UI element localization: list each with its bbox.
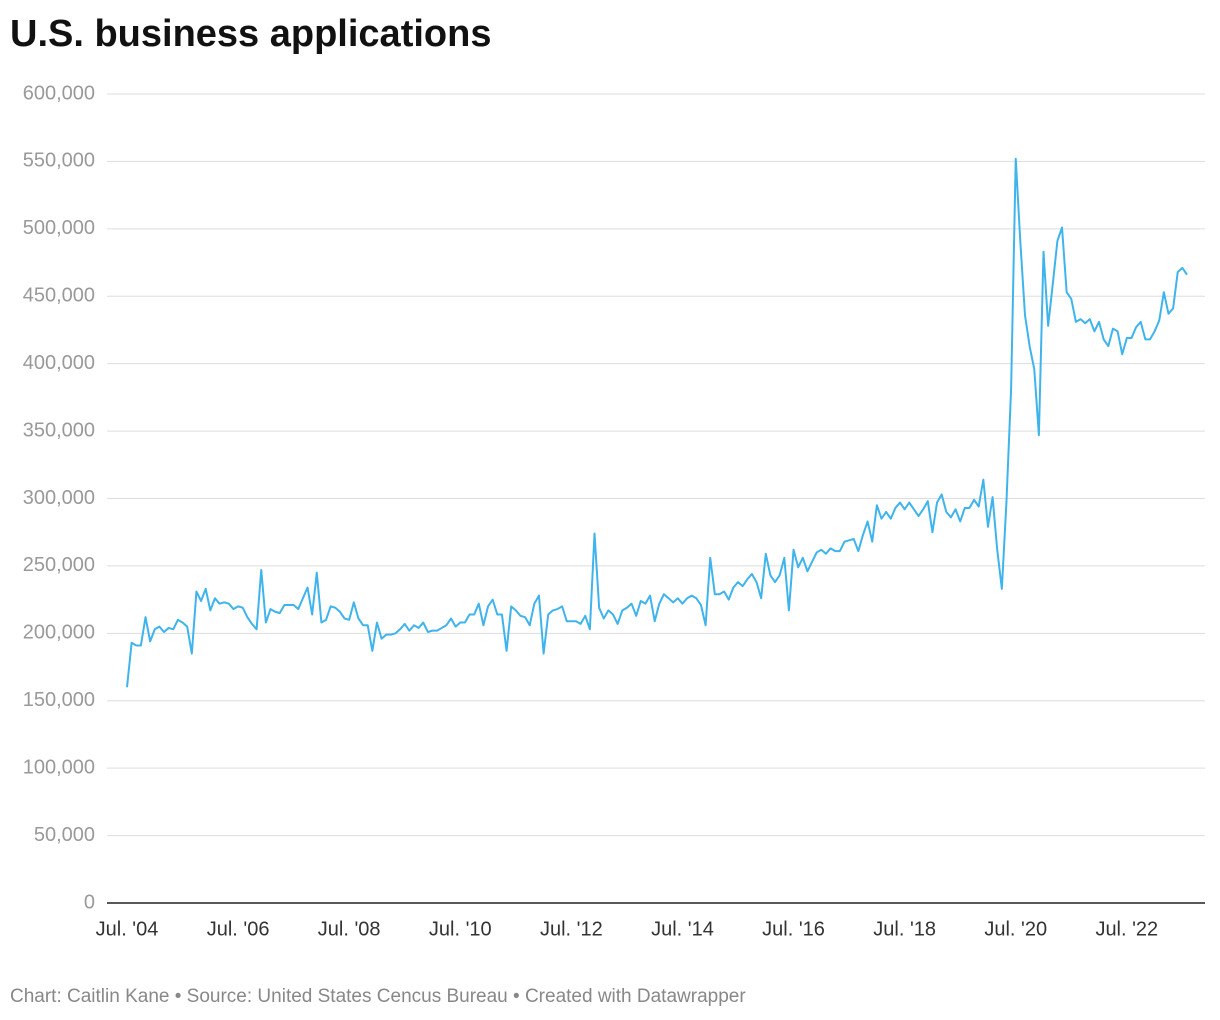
x-tick-label: Jul. '14 [651, 918, 714, 940]
y-tick-label: 350,000 [23, 419, 95, 441]
data-line [126, 157, 1188, 688]
x-tick-label: Jul. '10 [429, 918, 492, 940]
x-tick-label: Jul. '08 [318, 918, 381, 940]
y-tick-label: 600,000 [23, 82, 95, 104]
x-tick-label: Jul. '06 [207, 918, 270, 940]
y-tick-label: 400,000 [23, 352, 95, 374]
y-tick-label: 0 [84, 891, 95, 913]
y-tick-label: 50,000 [34, 824, 95, 846]
y-tick-label: 300,000 [23, 487, 95, 509]
y-tick-label: 550,000 [23, 150, 95, 172]
x-tick-label: Jul. '12 [540, 918, 603, 940]
y-tick-label: 200,000 [23, 622, 95, 644]
x-tick-label: Jul. '18 [873, 918, 936, 940]
y-tick-label: 450,000 [23, 285, 95, 307]
y-tick-label: 150,000 [23, 689, 95, 711]
footer: Chart: Caitlin Kane • Source: United Sta… [10, 986, 746, 1007]
y-tick-label: 100,000 [23, 756, 95, 778]
chart-title: U.S. business applications [10, 13, 491, 55]
x-tick-label: Jul. '04 [96, 918, 159, 940]
y-tick-label: 250,000 [23, 554, 95, 576]
y-tick-label: 500,000 [23, 217, 95, 239]
x-tick-label: Jul. '20 [984, 918, 1047, 940]
x-tick-label: Jul. '22 [1095, 918, 1158, 940]
x-tick-label: Jul. '16 [762, 918, 825, 940]
